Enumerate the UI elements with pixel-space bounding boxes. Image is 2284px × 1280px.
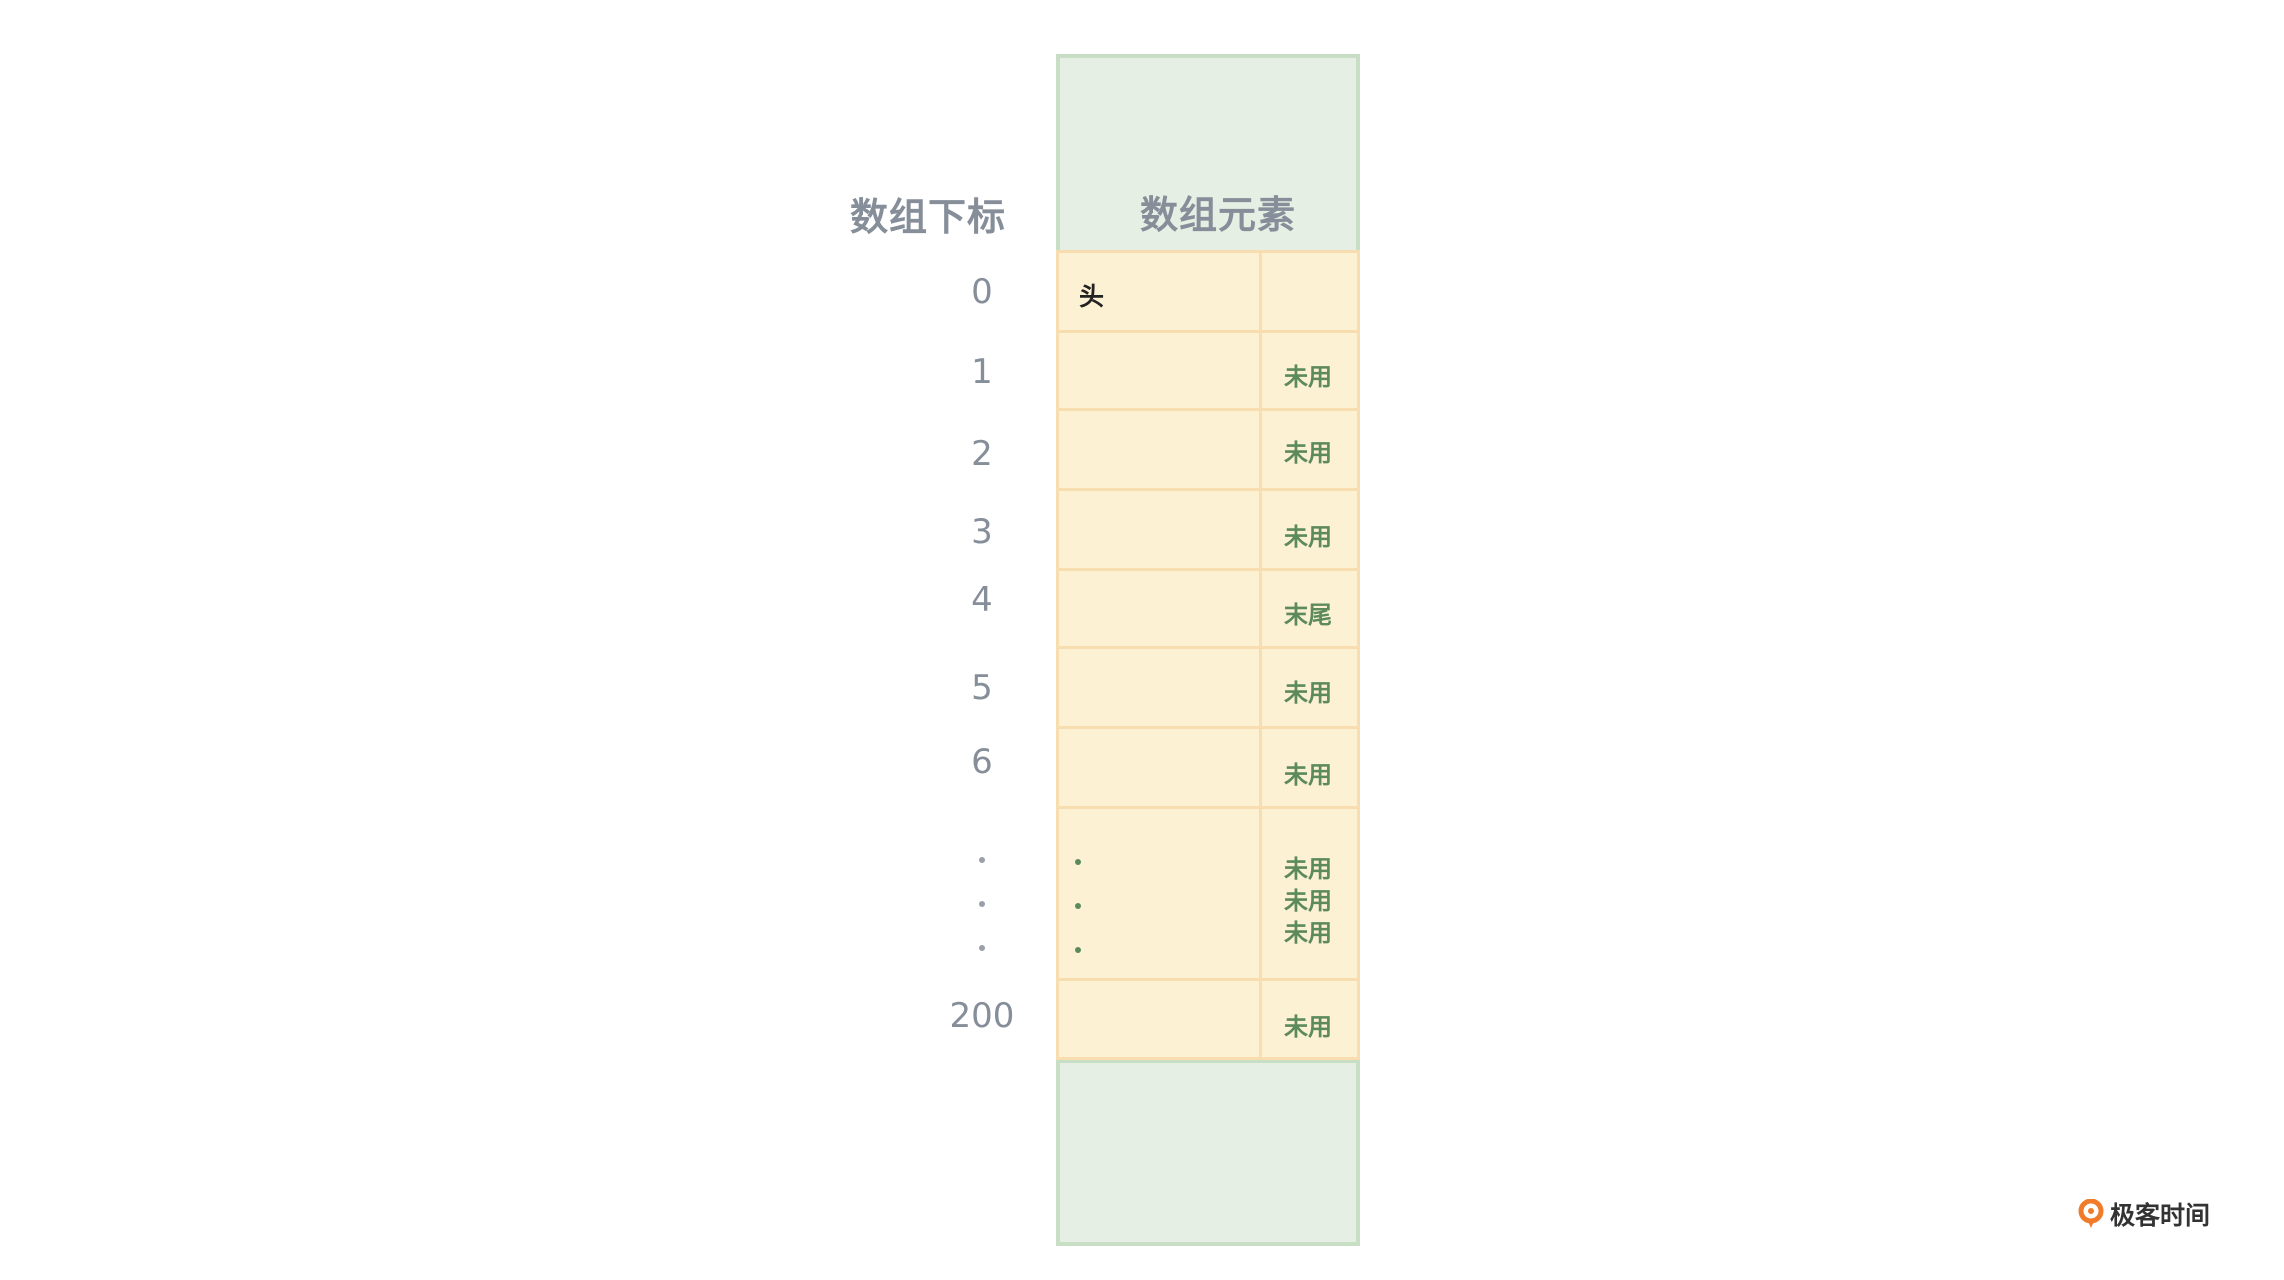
value-ellipsis-dot: [1075, 903, 1081, 909]
brand-logo-text: 极客时间: [2110, 1201, 2211, 1230]
array-row-5: 未用: [1056, 646, 1360, 726]
array-row-6: 未用: [1056, 726, 1360, 806]
index-label-4: 4: [971, 580, 993, 620]
index-label-3: 3: [971, 512, 993, 552]
index-label-1: 1: [971, 352, 993, 392]
cell-tag-200: 未用: [1284, 1013, 1332, 1041]
array-footer-block: [1056, 1060, 1360, 1246]
cell-tag-ellipsis-1: 未用: [1284, 887, 1332, 915]
index-label-2: 2: [971, 434, 993, 474]
cell-tag-6: 未用: [1284, 761, 1332, 789]
index-ellipsis-dot: [979, 857, 985, 863]
cell-tag-5: 未用: [1284, 679, 1332, 707]
brand-logo: 极客时间: [2078, 1196, 2210, 1232]
index-label-0: 0: [971, 272, 993, 312]
array-row-ellipsis: 未用 未用 未用: [1056, 806, 1360, 978]
index-column-title: 数组下标: [850, 195, 1007, 239]
geektime-logo-icon: [2078, 1198, 2104, 1229]
element-column-title: 数组元素: [1140, 193, 1297, 237]
array-row-1: 未用: [1056, 330, 1360, 408]
array-row-200: 未用: [1056, 978, 1360, 1060]
cell-tag-ellipsis-0: 未用: [1284, 855, 1332, 883]
cell-tag-4: 末尾: [1284, 601, 1332, 629]
cell-tag-ellipsis-2: 未用: [1284, 919, 1332, 947]
index-ellipsis-dot: [979, 901, 985, 907]
value-ellipsis-dot: [1075, 947, 1081, 953]
index-label-6: 6: [971, 742, 993, 782]
cell-tag-2: 未用: [1284, 439, 1332, 467]
array-row-2: 未用: [1056, 408, 1360, 488]
index-label-200: 200: [949, 996, 1015, 1036]
array-row-4: 末尾: [1056, 568, 1360, 646]
cell-tag-3: 未用: [1284, 523, 1332, 551]
value-ellipsis-dot: [1075, 859, 1081, 865]
array-row-3: 未用: [1056, 488, 1360, 568]
index-label-5: 5: [971, 668, 993, 708]
array-header-block: [1056, 54, 1360, 250]
cell-value-0: 头: [1079, 282, 1105, 311]
cell-tag-1: 未用: [1284, 363, 1332, 391]
index-ellipsis-dot: [979, 945, 985, 951]
array-row-0: 头: [1056, 250, 1360, 330]
